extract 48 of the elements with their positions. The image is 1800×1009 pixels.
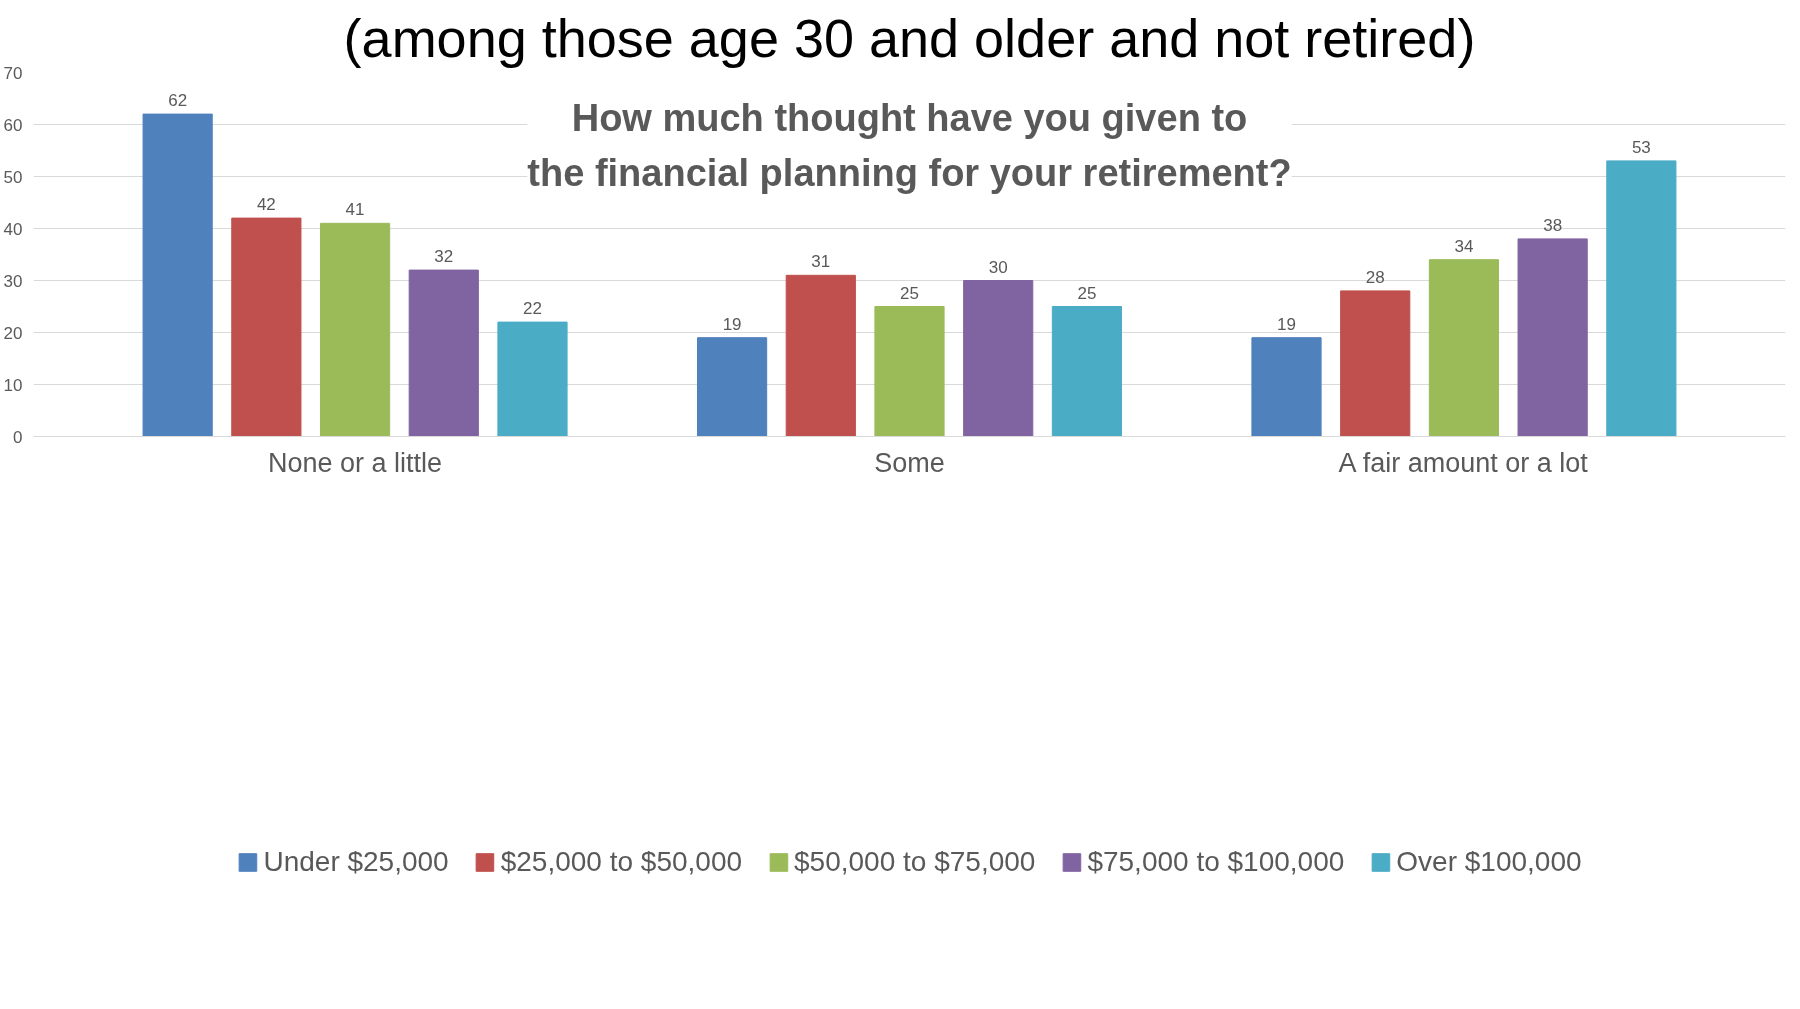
bar (1517, 238, 1588, 437)
data-label: 25 (900, 283, 919, 303)
chart-subtitle: (among those age 30 and older and not retired) (343, 7, 1476, 68)
data-label: 42 (256, 195, 276, 215)
y-tick-label: 70 (3, 63, 23, 83)
bar (408, 269, 479, 437)
bar (319, 222, 391, 437)
bar (142, 113, 213, 437)
data-label: 62 (168, 91, 188, 111)
data-label: 34 (1454, 236, 1474, 256)
data-label: 41 (345, 200, 365, 220)
data-label: 19 (1277, 314, 1296, 334)
text: How much thought have you given to the financial planning for your retirement? (527, 97, 1292, 194)
bar (1606, 160, 1677, 437)
data-label: 22 (523, 299, 542, 319)
y-tick-label: 20 (3, 323, 23, 343)
legend-label: $75,000 to $100,000 (1087, 846, 1345, 878)
bar (1251, 337, 1322, 437)
bar (231, 217, 302, 437)
legend-label: $25,000 to $50,000 (500, 846, 743, 878)
bar (874, 306, 945, 437)
y-tick-label: 50 (3, 167, 23, 187)
x-tick-label: Some (874, 447, 945, 478)
data-label: 32 (434, 247, 454, 267)
y-tick-label: 0 (13, 427, 23, 447)
data-label: 25 (1077, 283, 1097, 303)
data-label: 31 (811, 252, 831, 272)
legend-label: $50,000 to $75,000 (794, 846, 1036, 878)
bar (497, 321, 568, 437)
legend-label: Over $100,000 (1396, 846, 1582, 878)
bar (1340, 290, 1411, 437)
bar (785, 274, 856, 437)
data-label: 19 (722, 314, 742, 334)
bar (696, 337, 768, 437)
y-tick-label: 60 (3, 115, 23, 135)
y-tick-label: 40 (3, 219, 23, 239)
x-tick-label: A fair amount or a lot (1338, 447, 1589, 478)
y-tick-label: 10 (3, 375, 23, 395)
y-tick-label: 30 (3, 271, 23, 291)
data-label: 30 (988, 257, 1008, 277)
bar (1428, 259, 1500, 437)
x-tick-label: None or a little (268, 447, 443, 478)
data-label: 53 (1631, 137, 1651, 157)
bar (1051, 306, 1123, 437)
legend-label: Under $25,000 (263, 846, 449, 878)
bar (963, 280, 1034, 437)
data-label: 38 (1543, 215, 1563, 235)
data-label: 28 (1365, 267, 1385, 287)
